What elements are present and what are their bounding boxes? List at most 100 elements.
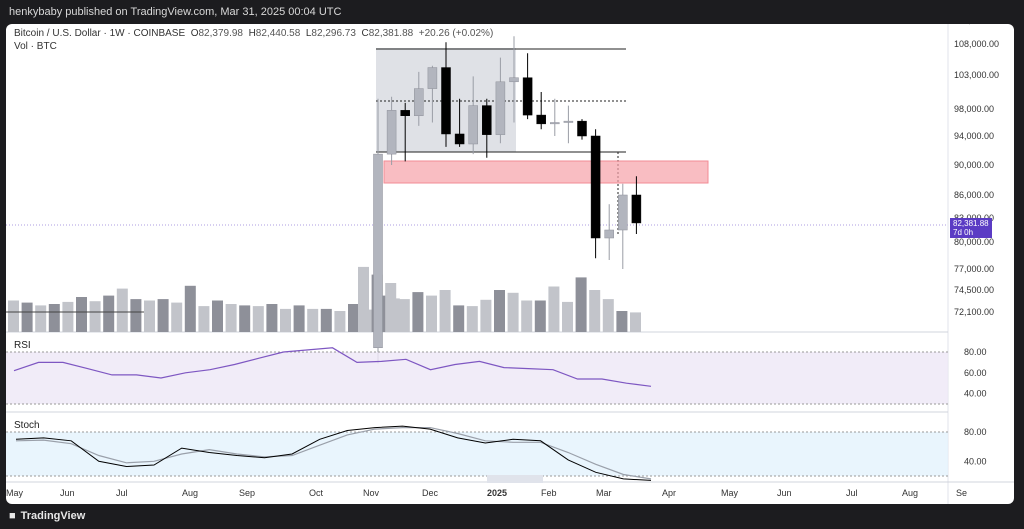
- time-axis-label: Apr: [662, 488, 676, 498]
- rsi-line: [13, 347, 652, 387]
- tradingview-logo-icon: ■: [9, 510, 16, 522]
- publisher-text: henkybaby published on TradingView.com, …: [9, 6, 342, 18]
- candle: [373, 153, 383, 348]
- candle: [468, 105, 478, 145]
- volume-bar: [184, 285, 196, 332]
- volume-bar: [480, 299, 492, 332]
- stoch-title: Stoch: [14, 420, 40, 431]
- candle: [386, 110, 397, 155]
- volume-bar: [494, 290, 505, 332]
- candle: [414, 88, 424, 116]
- time-axis-label: Sep: [239, 488, 255, 498]
- volume-legend: Vol · BTC: [14, 41, 57, 52]
- volume-bar: [589, 290, 601, 332]
- volume-bar: [334, 311, 346, 332]
- symbol-legend: Bitcoin / U.S. Dollar · 1W · COINBASE O8…: [14, 28, 493, 39]
- volume-bar: [212, 300, 223, 332]
- candle: [522, 77, 533, 116]
- volume-bar: [548, 286, 560, 332]
- chart-panel[interactable]: 112,000.00 108,000.00 103,000.00 98,000.00 9…: [6, 24, 1014, 504]
- time-axis-label: Se: [956, 488, 967, 498]
- volume-bar: [348, 304, 359, 332]
- volume-bar: [521, 300, 533, 332]
- volume-bar: [35, 305, 47, 332]
- volume-bar: [8, 300, 19, 332]
- high-value: 82,440.58: [255, 28, 301, 39]
- candle: [509, 77, 519, 83]
- time-axis-label: May: [6, 488, 24, 498]
- time-axis-label: Nov: [363, 488, 380, 498]
- volume-bar: [239, 305, 251, 332]
- volume-bar: [280, 308, 291, 332]
- time-axis-label: Feb: [541, 488, 557, 498]
- volume-bar: [534, 300, 546, 332]
- time-axis-label: Dec: [422, 488, 439, 498]
- volume-bar: [616, 311, 628, 332]
- candle: [427, 67, 438, 89]
- rsi-axis-label: 80.00: [964, 347, 987, 357]
- candle: [618, 194, 628, 231]
- volume-bar: [507, 292, 519, 332]
- time-highlight: [487, 475, 543, 483]
- time-axis-label: Jun: [60, 488, 75, 498]
- volume-bar: [426, 295, 437, 332]
- price-axis-label: 80,000.00: [954, 237, 994, 247]
- volume-bar: [21, 302, 33, 332]
- candle: [454, 133, 465, 145]
- open-value: 82,379.98: [198, 28, 244, 39]
- time-axis-label: Oct: [309, 488, 324, 498]
- tradingview-logo[interactable]: ■ TradingView: [9, 510, 85, 522]
- last-price-value: 82,381.88: [953, 219, 989, 228]
- close-value: 82,381.88: [368, 28, 414, 39]
- candle: [536, 114, 546, 125]
- volume-bar: [144, 300, 155, 332]
- rsi-axis-label: 40.00: [964, 389, 987, 399]
- time-axis-label: Mar: [596, 488, 612, 498]
- high-label: H: [248, 28, 256, 39]
- volume-bar: [103, 295, 115, 332]
- volume-bar: [562, 301, 573, 332]
- price-axis-label: 103,000.00: [954, 70, 999, 80]
- stoch-axis-label: 80.00: [964, 427, 987, 437]
- volume-bar: [62, 301, 74, 332]
- time-axis-label: Jul: [116, 488, 128, 498]
- stoch-axis-label: 40.00: [964, 456, 987, 466]
- price-axis-label: 72,100.00: [954, 307, 994, 317]
- stoch-k-line: [15, 425, 652, 481]
- price-axis-label: 90,000.00: [954, 160, 994, 170]
- volume-bar: [89, 301, 101, 332]
- volume-bar: [412, 292, 424, 332]
- publisher-bar: henkybaby published on TradingView.com, …: [0, 0, 1024, 24]
- volume-bar: [453, 305, 465, 332]
- volume-bar: [466, 306, 478, 332]
- candle: [400, 110, 410, 116]
- change-value: +20.26 (+0.02%): [418, 28, 494, 39]
- last-price-tag: 82,381.88 7d 0h: [950, 218, 992, 238]
- rsi-title: RSI: [14, 340, 31, 351]
- volume-bar: [116, 288, 128, 332]
- volume-bar: [225, 304, 237, 332]
- resistance-zone: [383, 160, 709, 184]
- symbol-title: Bitcoin / U.S. Dollar · 1W · COINBASE: [14, 28, 186, 39]
- price-axis-label: 112,000.00: [954, 24, 998, 25]
- time-axis-label: May: [721, 488, 739, 498]
- volume-bar: [252, 306, 264, 332]
- open-label: O: [190, 28, 199, 39]
- price-chart[interactable]: 112,000.00 108,000.00 103,000.00 98,000.00 9…: [6, 24, 1014, 504]
- stoch-band: [6, 432, 948, 476]
- volume-bar: [171, 302, 183, 332]
- footer-bar: ■ TradingView: [0, 505, 1024, 529]
- price-axis-label: 74,500.00: [954, 285, 994, 295]
- price-axis-label: 86,000.00: [954, 190, 994, 200]
- rsi-band: [6, 352, 948, 404]
- candle: [604, 229, 614, 239]
- bar-countdown: 7d 0h: [953, 228, 974, 237]
- candle: [563, 120, 574, 123]
- price-axis-label: 98,000.00: [954, 104, 994, 114]
- volume-bar: [630, 312, 641, 332]
- volume-bar: [157, 299, 169, 332]
- price-axis-label: 77,000.00: [954, 264, 994, 274]
- volume-bar: [358, 266, 369, 332]
- close-label: C: [361, 28, 369, 39]
